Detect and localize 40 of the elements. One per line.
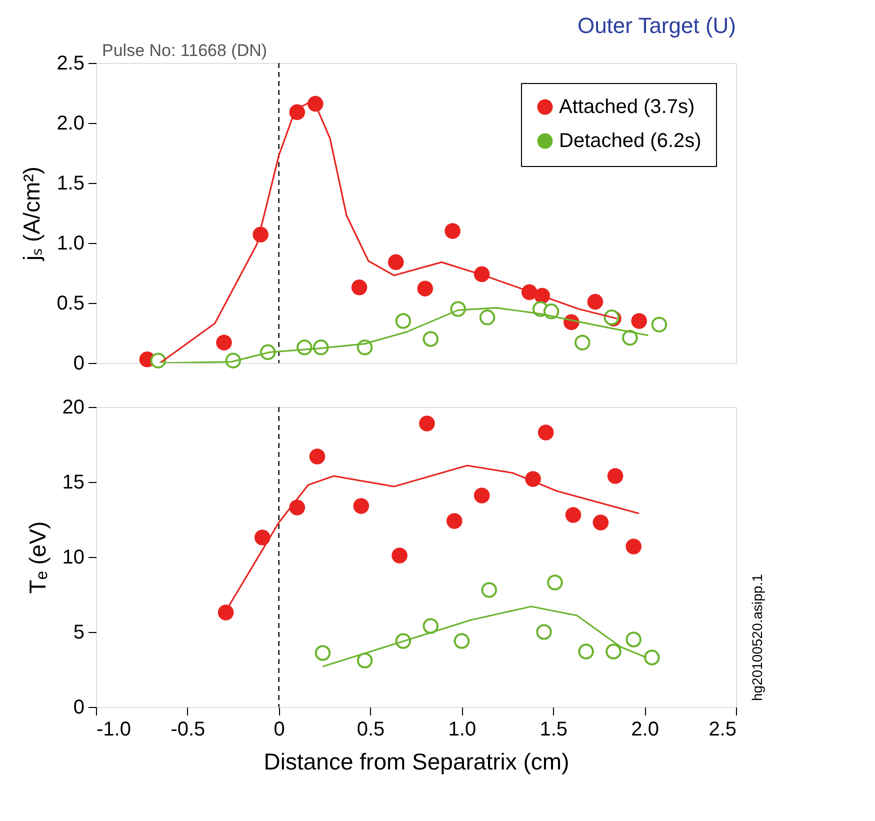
point	[479, 310, 496, 326]
x-tick-label: 1.5	[540, 718, 568, 740]
point	[422, 331, 439, 347]
point	[388, 254, 404, 270]
point	[444, 223, 460, 239]
x-axis-title: Distance from Separatrix (cm)	[264, 748, 570, 774]
y-tick-label: 0	[73, 696, 84, 718]
x-tick-label: 2.5	[708, 718, 736, 740]
point	[631, 313, 647, 329]
y-axis-title: jₛ (A/cm²)	[18, 166, 45, 262]
point	[351, 280, 368, 296]
x-tick-label: 0	[274, 718, 285, 740]
text: hg20100520.asipp.1	[749, 574, 765, 701]
y-axis-title: Tₑ (eV)	[24, 521, 50, 594]
y-tick-label: 1.0	[56, 232, 84, 254]
text: Pulse No: 11668 (DN)	[102, 41, 268, 60]
y-tick-label: 15	[62, 472, 84, 494]
x-tick-label: 0.5	[356, 718, 385, 740]
x-tick-label: -1.0	[96, 718, 131, 740]
point	[417, 280, 434, 296]
y-tick-label: 0	[73, 352, 84, 374]
y-tick-label: 2.0	[56, 112, 84, 134]
point	[216, 334, 232, 350]
point	[574, 334, 590, 350]
y-tick-label: 10	[62, 546, 84, 568]
y-tick-label: 1.5	[56, 172, 84, 194]
x-tick-label: 1.0	[448, 718, 476, 740]
y-tick-label: 0.5	[56, 292, 84, 314]
x-tick-label: -0.5	[170, 718, 206, 740]
point	[150, 352, 166, 368]
point	[395, 313, 412, 329]
chart-title: Outer Target (U)	[577, 13, 736, 38]
point	[651, 316, 668, 332]
legend-label: Detached (6.2s)	[559, 130, 702, 152]
x-tick-label: 2.0	[631, 718, 659, 740]
point	[587, 294, 604, 310]
y-tick-label: 5	[73, 622, 84, 644]
y-tick-label: 20	[62, 396, 84, 418]
legend-label: Attached (3.7s)	[559, 96, 695, 118]
y-tick-label: 2.5	[56, 52, 84, 74]
